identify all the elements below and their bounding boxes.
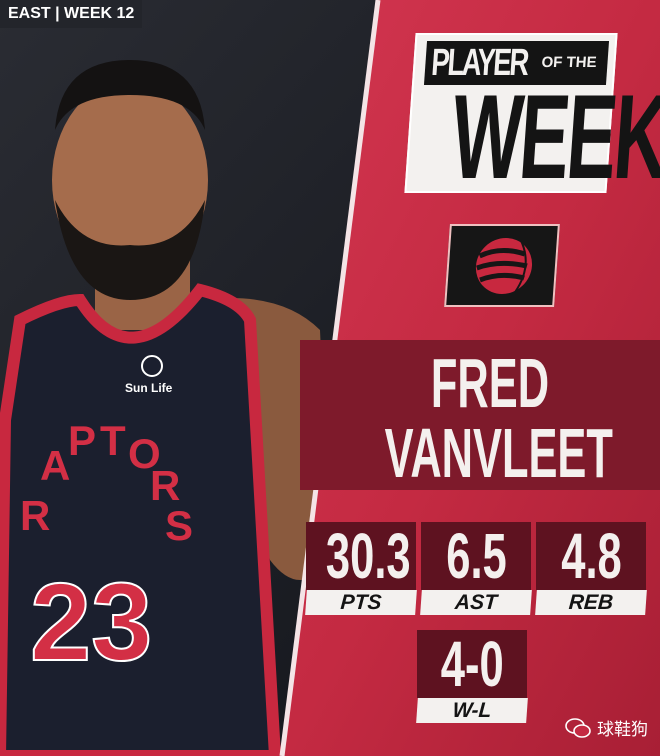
player-first-name: FRED (430, 344, 550, 422)
record-value: 4-0 (440, 628, 504, 700)
stat-record: 4-0 W-L (416, 628, 528, 723)
svg-text:P: P (68, 417, 96, 464)
watermark-text: 球鞋狗 (597, 720, 648, 739)
wechat-icon (565, 717, 591, 738)
stat-label: REB (535, 590, 647, 615)
stat-ast: 6.5 AST (420, 520, 532, 615)
stat-pts: 30.3 PTS (305, 520, 417, 615)
stat-value: 6.5 (445, 520, 507, 592)
svg-text:R: R (150, 462, 180, 509)
title-of-the: OF THE (540, 54, 598, 71)
raptors-logo (444, 224, 560, 307)
title-week: WEEK (447, 70, 660, 204)
watermark: 球鞋狗 (565, 715, 648, 740)
svg-text:S: S (165, 502, 193, 549)
stat-label: PTS (305, 590, 417, 615)
name-band (300, 340, 660, 490)
stat-label: AST (420, 590, 532, 615)
svg-text:R: R (20, 492, 50, 539)
stat-reb: 4.8 REB (535, 520, 647, 615)
conference-week-label: EAST | WEEK 12 (0, 0, 143, 28)
player-of-the-week-title: PLAYER OF THE WEEK (404, 33, 660, 204)
raptors-claw-basketball-icon (475, 238, 533, 294)
svg-text:23: 23 (30, 561, 152, 684)
player-last-name: VANVLEET (384, 414, 613, 492)
svg-text:O: O (128, 430, 161, 477)
stat-value: 4.8 (560, 520, 622, 592)
sponsor-logo: Sun Life (125, 381, 173, 395)
record-label: W-L (416, 698, 528, 723)
svg-text:T: T (100, 417, 126, 464)
svg-text:A: A (40, 442, 70, 489)
stat-value: 30.3 (325, 520, 411, 592)
